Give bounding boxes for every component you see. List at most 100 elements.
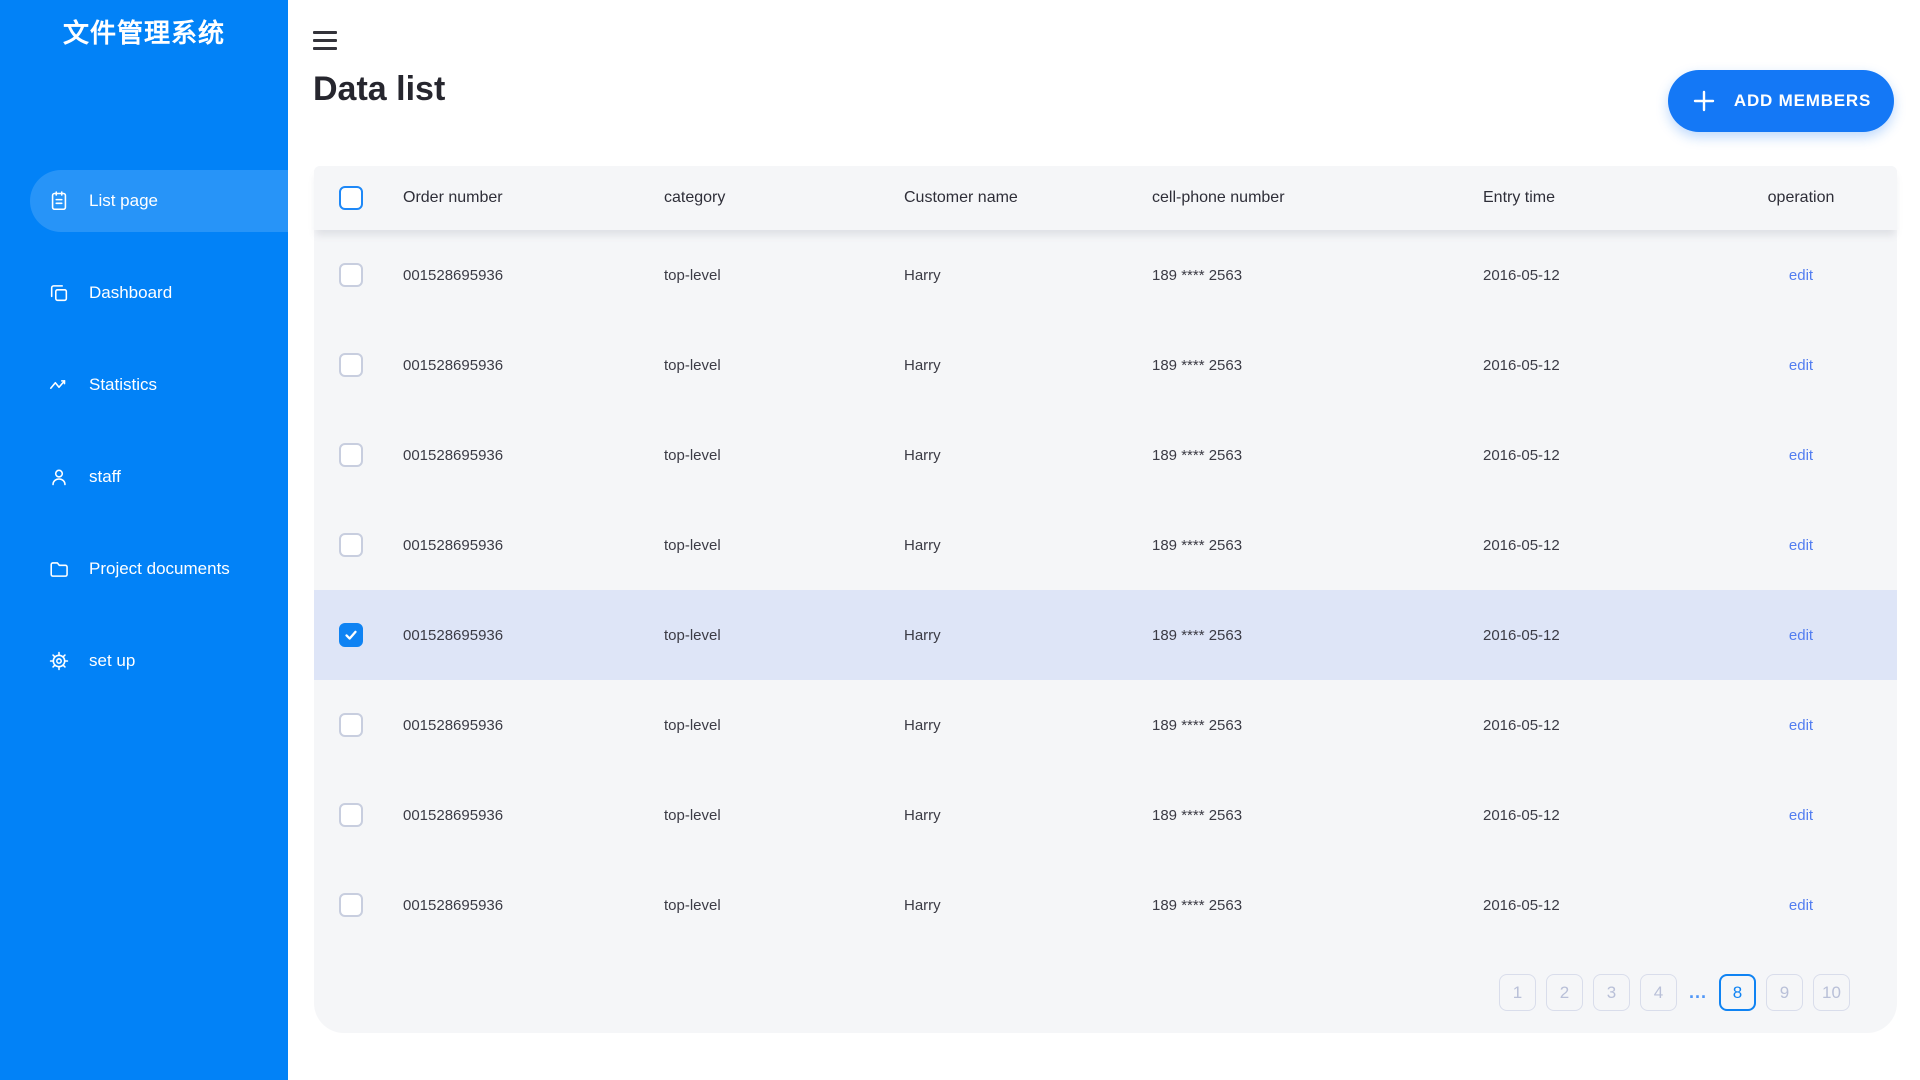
row-checkbox[interactable] — [339, 353, 363, 377]
clipboard-icon — [48, 190, 70, 212]
cell-category: top-level — [664, 896, 721, 914]
cell-customer-name: Harry — [904, 806, 941, 824]
column-header-operation: operation — [1767, 189, 1835, 206]
edit-link[interactable]: edit — [1788, 266, 1814, 284]
column-header-cell-phone-number: cell-phone number — [1152, 189, 1285, 206]
sidebar-item-list-page[interactable]: List page — [30, 170, 288, 232]
pagination-page-1[interactable]: 1 — [1498, 974, 1536, 1011]
cell-customer-name: Harry — [904, 896, 941, 914]
sidebar-item-label: set up — [89, 651, 136, 670]
row-checkbox[interactable] — [339, 713, 363, 737]
table-row: 001528695936 top-level Harry 189 **** 25… — [314, 410, 1897, 500]
pagination-page-8[interactable]: 8 — [1719, 974, 1756, 1011]
table-row: 001528695936 top-level Harry 189 **** 25… — [314, 500, 1897, 590]
row-checkbox[interactable] — [339, 443, 363, 467]
cell-phone-number: 189 **** 2563 — [1152, 356, 1243, 374]
edit-link[interactable]: edit — [1788, 626, 1814, 644]
statistics-icon — [48, 374, 70, 396]
sidebar-item-label: staff — [89, 467, 121, 486]
cell-entry-time: 2016-05-12 — [1483, 806, 1560, 824]
column-header-order-number: Order number — [403, 189, 503, 206]
cell-order-number: 001528695936 — [403, 626, 504, 644]
table-row: 001528695936 top-level Harry 189 **** 25… — [314, 320, 1897, 410]
row-checkbox[interactable] — [339, 623, 363, 647]
cell-category: top-level — [664, 266, 721, 284]
table-body: 001528695936 top-level Harry 189 **** 25… — [314, 230, 1897, 950]
sidebar-item-dashboard[interactable]: Dashboard — [30, 262, 288, 324]
row-checkbox[interactable] — [339, 263, 363, 287]
cell-entry-time: 2016-05-12 — [1483, 356, 1560, 374]
edit-link[interactable]: edit — [1788, 536, 1814, 554]
pagination-page-4[interactable]: 4 — [1639, 974, 1677, 1011]
sidebar-item-project-documents[interactable]: Project documents — [30, 538, 288, 600]
select-all-checkbox[interactable] — [339, 186, 363, 210]
cell-customer-name: Harry — [904, 536, 941, 554]
cell-category: top-level — [664, 626, 721, 644]
sidebar-item-set-up[interactable]: set up — [30, 630, 288, 692]
cell-entry-time: 2016-05-12 — [1483, 626, 1560, 644]
sidebar-item-label: List page — [89, 191, 158, 210]
cell-customer-name: Harry — [904, 446, 941, 464]
cell-category: top-level — [664, 806, 721, 824]
sidebar: 文件管理系统 List page Dashboard Statistics st… — [0, 0, 288, 1080]
cell-order-number: 001528695936 — [403, 536, 504, 554]
table-row: 001528695936 top-level Harry 189 **** 25… — [314, 230, 1897, 320]
cell-customer-name: Harry — [904, 356, 941, 374]
table-row: 001528695936 top-level Harry 189 **** 25… — [314, 770, 1897, 860]
pagination-page-9[interactable]: 9 — [1766, 974, 1803, 1011]
cell-phone-number: 189 **** 2563 — [1152, 626, 1243, 644]
cell-entry-time: 2016-05-12 — [1483, 896, 1560, 914]
cell-phone-number: 189 **** 2563 — [1152, 716, 1243, 734]
menu-toggle-icon[interactable] — [313, 31, 337, 50]
cell-phone-number: 189 **** 2563 — [1152, 896, 1243, 914]
cell-order-number: 001528695936 — [403, 356, 504, 374]
edit-link[interactable]: edit — [1788, 806, 1814, 824]
cell-entry-time: 2016-05-12 — [1483, 536, 1560, 554]
row-checkbox[interactable] — [339, 803, 363, 827]
sidebar-item-statistics[interactable]: Statistics — [30, 354, 288, 416]
gear-icon — [48, 650, 70, 672]
cell-phone-number: 189 **** 2563 — [1152, 536, 1243, 554]
add-members-button[interactable]: ADD MEMBERS — [1668, 70, 1894, 132]
cell-category: top-level — [664, 536, 721, 554]
edit-link[interactable]: edit — [1788, 896, 1814, 914]
cell-order-number: 001528695936 — [403, 446, 504, 464]
table-row: 001528695936 top-level Harry 189 **** 25… — [314, 680, 1897, 770]
pagination-page-2[interactable]: 2 — [1545, 974, 1583, 1011]
sidebar-item-label: Project documents — [89, 559, 230, 578]
pagination-page-10[interactable]: 10 — [1813, 974, 1850, 1011]
edit-link[interactable]: edit — [1788, 716, 1814, 734]
sidebar-item-label: Dashboard — [89, 283, 173, 302]
cell-order-number: 001528695936 — [403, 266, 504, 284]
user-icon — [48, 466, 70, 488]
folder-icon — [48, 558, 70, 580]
cell-phone-number: 189 **** 2563 — [1152, 446, 1243, 464]
edit-link[interactable]: edit — [1788, 356, 1814, 374]
cell-phone-number: 189 **** 2563 — [1152, 806, 1243, 824]
sidebar-nav: List page Dashboard Statistics staff Pro — [0, 62, 288, 692]
cell-order-number: 001528695936 — [403, 716, 504, 734]
edit-link[interactable]: edit — [1788, 446, 1814, 464]
pagination-page-3[interactable]: 3 — [1592, 974, 1630, 1011]
cell-phone-number: 189 **** 2563 — [1152, 266, 1243, 284]
row-checkbox[interactable] — [339, 893, 363, 917]
column-header-customer-name: Customer name — [904, 189, 1018, 206]
cell-entry-time: 2016-05-12 — [1483, 446, 1560, 464]
cell-entry-time: 2016-05-12 — [1483, 716, 1560, 734]
app-title: 文件管理系统 — [62, 17, 225, 48]
cell-customer-name: Harry — [904, 716, 941, 734]
plus-icon — [1693, 90, 1715, 112]
table-header-row: Order number category Customer name cell… — [314, 166, 1897, 230]
table-row: 001528695936 top-level Harry 189 **** 25… — [314, 590, 1897, 680]
cell-category: top-level — [664, 356, 721, 374]
cell-order-number: 001528695936 — [403, 896, 504, 914]
cell-category: top-level — [664, 446, 721, 464]
add-members-label: ADD MEMBERS — [1733, 91, 1872, 110]
sidebar-item-staff[interactable]: staff — [30, 446, 288, 508]
column-header-entry-time: Entry time — [1483, 189, 1556, 206]
data-table: Order number category Customer name cell… — [314, 166, 1897, 1033]
row-checkbox[interactable] — [339, 533, 363, 557]
page-title: Data list — [313, 70, 446, 108]
cell-customer-name: Harry — [904, 266, 941, 284]
pagination-ellipsis: ... — [1688, 982, 1707, 1002]
